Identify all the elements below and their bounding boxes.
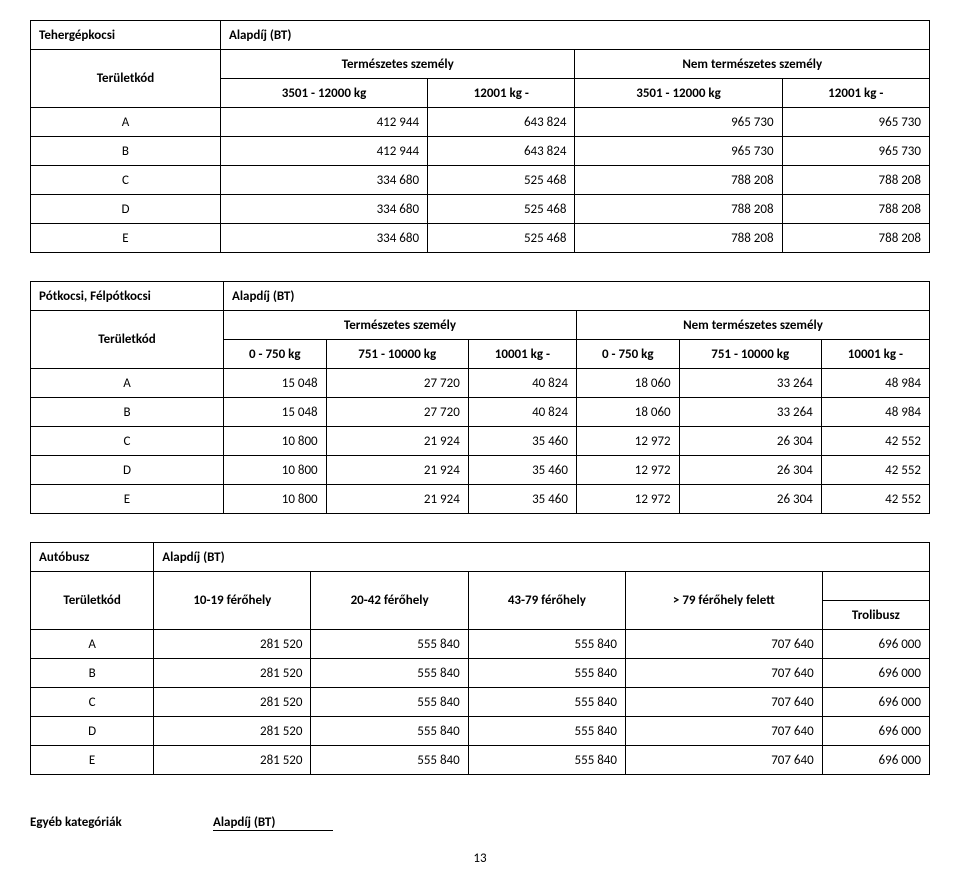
t3-title: Autóbusz <box>31 543 154 572</box>
table-row: B 15 048 27 720 40 824 18 060 33 264 48 … <box>31 398 930 427</box>
table-row: B 412 944 643 824 965 730 965 730 <box>31 137 930 166</box>
t3-alapdij: Alapdíj (BT) <box>154 543 930 572</box>
t4-title: Egyéb kategóriák <box>30 815 210 830</box>
table-autobusz: Autóbusz Alapdíj (BT) Területkód 10-19 f… <box>30 542 930 775</box>
t2-col5: 751 - 10000 kg <box>679 340 821 369</box>
t2-alapdij: Alapdíj (BT) <box>223 282 929 311</box>
t3-col3: 43-79 férőhely <box>468 572 625 630</box>
t3-col5: Trolibusz <box>822 601 929 630</box>
t1-col2: 12001 kg - <box>428 79 575 108</box>
t3-rowhead: Területkód <box>31 572 154 630</box>
t2-col2: 751 - 10000 kg <box>326 340 468 369</box>
t2-col4: 0 - 750 kg <box>576 340 679 369</box>
table-row: D 281 520 555 840 555 840 707 640 696 00… <box>31 717 930 746</box>
t1-rowhead: Területkód <box>31 50 221 108</box>
t4-alapdij: Alapdíj (BT) <box>213 815 333 831</box>
t3-col2: 20-42 férőhely <box>311 572 468 630</box>
table-row: E 10 800 21 924 35 460 12 972 26 304 42 … <box>31 485 930 514</box>
t2-group2: Nem természetes személy <box>576 311 929 340</box>
section-egyeb: Egyéb kategóriák Alapdíj (BT) <box>30 815 930 831</box>
table-row: A 15 048 27 720 40 824 18 060 33 264 48 … <box>31 369 930 398</box>
table-row: A 412 944 643 824 965 730 965 730 <box>31 108 930 137</box>
table-row: C 334 680 525 468 788 208 788 208 <box>31 166 930 195</box>
table-row: E 281 520 555 840 555 840 707 640 696 00… <box>31 746 930 775</box>
t2-col3: 10001 kg - <box>468 340 576 369</box>
t1-col4: 12001 kg - <box>782 79 929 108</box>
t2-col6: 10001 kg - <box>821 340 929 369</box>
t2-group1: Természetes személy <box>223 311 576 340</box>
table-row: A 281 520 555 840 555 840 707 640 696 00… <box>31 630 930 659</box>
table-row: E 334 680 525 468 788 208 788 208 <box>31 224 930 253</box>
table-row: C 281 520 555 840 555 840 707 640 696 00… <box>31 688 930 717</box>
t3-col4: > 79 férőhely felett <box>626 572 823 630</box>
t1-alapdij: Alapdíj (BT) <box>220 21 929 50</box>
t2-title: Pótkocsi, Félpótkocsi <box>31 282 224 311</box>
table-tehergepkocsi: Tehergépkocsi Alapdíj (BT) Területkód Te… <box>30 20 930 253</box>
t2-rowhead: Területkód <box>31 311 224 369</box>
t2-col1: 0 - 750 kg <box>223 340 326 369</box>
t1-group1: Természetes személy <box>220 50 575 79</box>
table-row: B 281 520 555 840 555 840 707 640 696 00… <box>31 659 930 688</box>
table-row: D 10 800 21 924 35 460 12 972 26 304 42 … <box>31 456 930 485</box>
page-number: 13 <box>30 851 930 866</box>
t3-col1: 10-19 férőhely <box>154 572 311 630</box>
t1-col1: 3501 - 12000 kg <box>220 79 427 108</box>
t1-col3: 3501 - 12000 kg <box>575 79 782 108</box>
t1-title: Tehergépkocsi <box>31 21 221 50</box>
table-potkocsi: Pótkocsi, Félpótkocsi Alapdíj (BT) Terül… <box>30 281 930 514</box>
table-row: D 334 680 525 468 788 208 788 208 <box>31 195 930 224</box>
t1-group2: Nem természetes személy <box>575 50 930 79</box>
table-row: C 10 800 21 924 35 460 12 972 26 304 42 … <box>31 427 930 456</box>
